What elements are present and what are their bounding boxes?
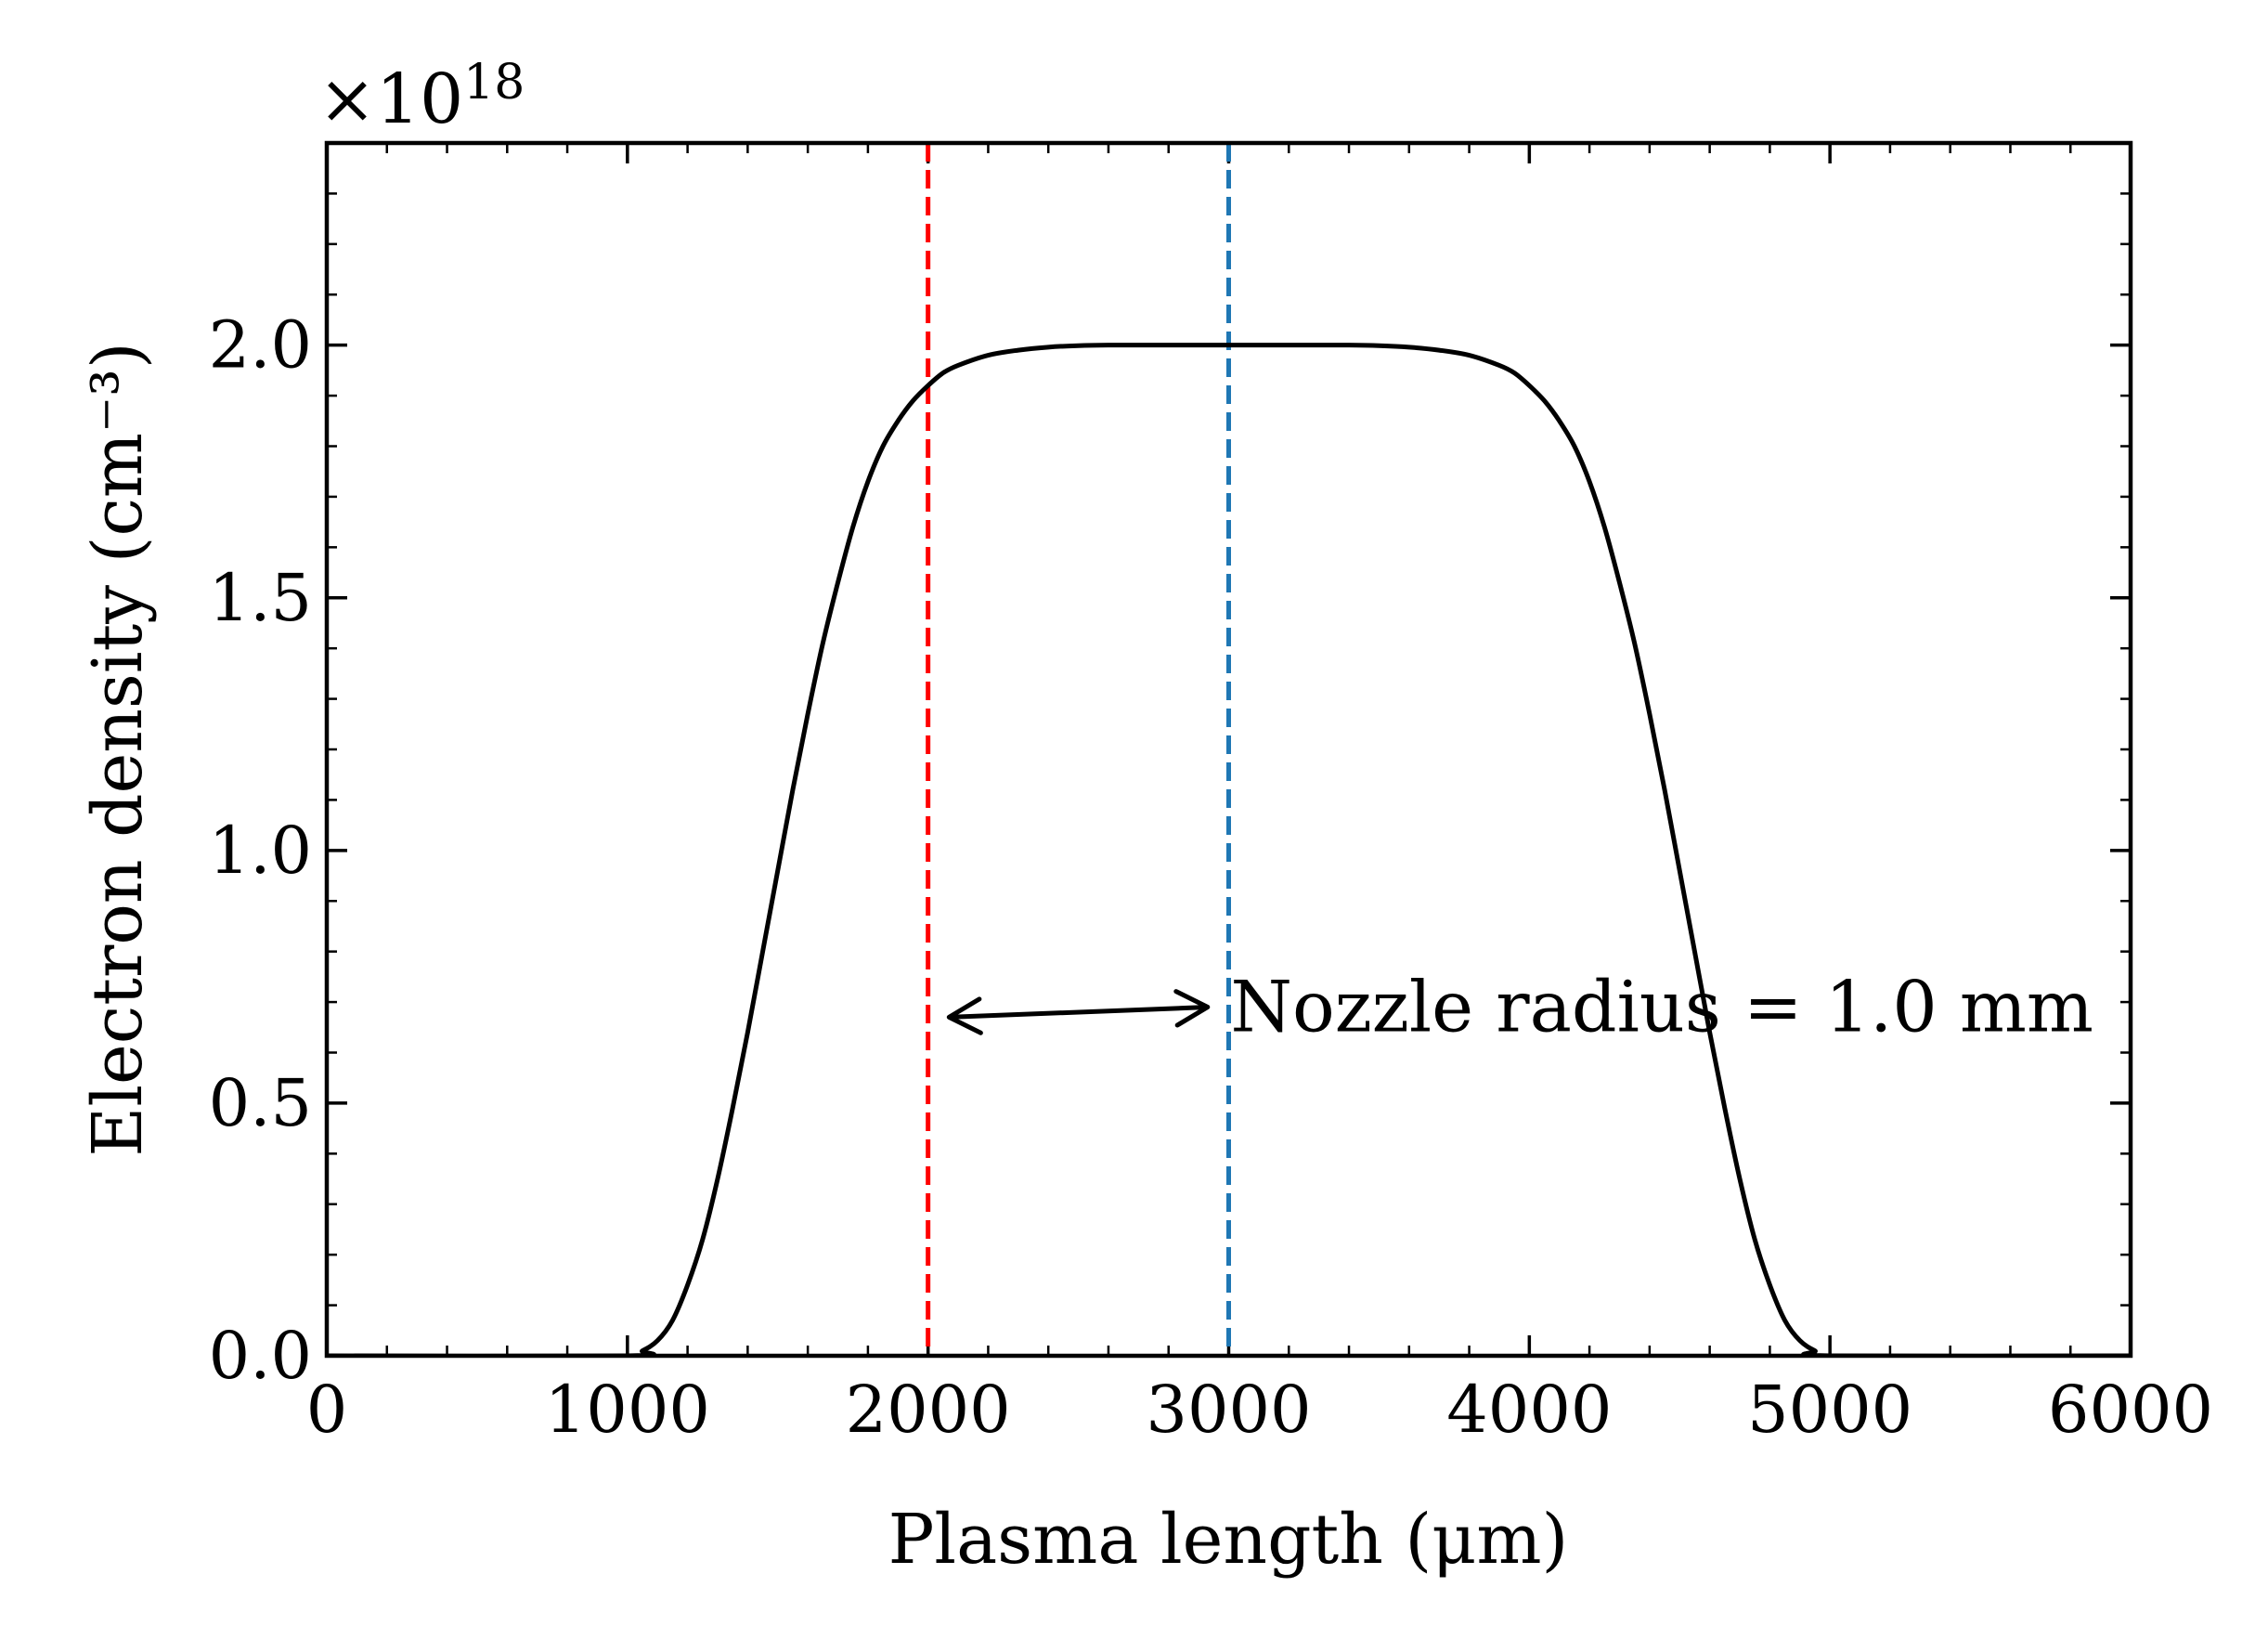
annotation: Nozzle radius = 1.0 mm xyxy=(946,966,2093,1048)
x-axis-label: Plasma length (μm) xyxy=(888,1500,1569,1580)
x-tick-label: 2000 xyxy=(846,1372,1011,1448)
plot-frame xyxy=(324,140,2133,1359)
arrowhead-right-icon xyxy=(1173,989,1211,1028)
x-tick-label: 1000 xyxy=(545,1372,710,1448)
x-tick-label: 5000 xyxy=(1747,1372,1912,1448)
y-tick-label: 0.0 xyxy=(209,1318,312,1394)
y-tick-label: 1.0 xyxy=(209,813,312,889)
x-tick-label: 6000 xyxy=(2048,1372,2213,1448)
series-layer xyxy=(327,343,2131,1356)
y-tick-label: 2.0 xyxy=(209,307,312,384)
density-curve xyxy=(327,343,2131,1356)
y-tick-label: 1.5 xyxy=(209,560,312,636)
x-tick-label: 4000 xyxy=(1446,1372,1612,1448)
arrow-shaft xyxy=(949,1005,1208,1020)
reference-lines xyxy=(926,143,1231,1356)
arrowhead-left-icon xyxy=(946,996,983,1035)
x-tick-label: 0 xyxy=(306,1372,348,1448)
tick-labels: 0 1000 2000 3000 4000 5000 6000 0.0 0.5 1.0 1.5 2.0 xyxy=(209,307,2213,1448)
x-tick-label: 3000 xyxy=(1146,1372,1311,1448)
y-axis-multiplier: ×1018 xyxy=(318,55,525,139)
nozzle-radius-annotation: Nozzle radius = 1.0 mm xyxy=(1231,966,2093,1048)
y-axis-label: Electron density (cm⁻³) xyxy=(78,342,158,1156)
y-tick-label: 0.5 xyxy=(209,1065,312,1141)
